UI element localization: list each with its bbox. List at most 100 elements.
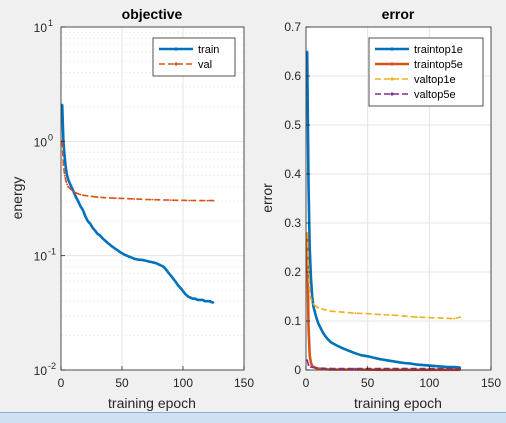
data-point-traintop1e [307, 182, 310, 185]
data-point-train [65, 167, 67, 170]
legend-marker-val [174, 62, 178, 66]
data-point-train [135, 258, 138, 261]
objective-axes-background [61, 27, 244, 370]
series-line-valtop1e [306, 232, 461, 320]
data-point-val [72, 190, 75, 193]
data-point-val [169, 199, 172, 202]
error-xtick-label: 150 [481, 376, 501, 390]
data-point-valtop1e [428, 316, 431, 319]
taskbar-strip [0, 412, 506, 423]
error-ytick-label: 0.4 [284, 167, 301, 181]
objective-axes-box [60, 26, 245, 371]
data-point-train [84, 215, 87, 218]
data-point-train [94, 229, 97, 232]
data-point-traintop1e [397, 361, 400, 364]
data-point-train [155, 262, 158, 265]
data-point-train [208, 300, 211, 303]
data-point-traintop1e [310, 276, 312, 278]
series-line-traintop1e [305, 51, 461, 369]
data-point-traintop1e [372, 356, 375, 359]
objective-ytick-label: 10 [34, 250, 48, 264]
data-point-val [194, 199, 197, 202]
legend-marker-valtop1e [390, 77, 394, 81]
data-point-train [66, 174, 68, 177]
data-point-traintop1e [409, 362, 412, 365]
data-point-traintop1e [312, 305, 315, 308]
data-point-valtop5e [306, 359, 309, 362]
error-series [305, 50, 462, 372]
data-point-train [128, 255, 131, 258]
data-point-val [176, 199, 178, 202]
data-point-train [174, 281, 177, 283]
data-point-val [188, 199, 191, 202]
data-point-train [165, 268, 167, 271]
data-point-valtop1e [366, 312, 369, 315]
data-point-valtop1e [453, 317, 455, 320]
data-point-train [104, 239, 106, 242]
data-point-traintop1e [422, 364, 425, 366]
error-ytick-label: 0 [294, 363, 301, 377]
objective-ytick-exponent: 0 [48, 132, 53, 142]
data-point-valtop1e [312, 303, 315, 305]
data-point-train [86, 220, 89, 223]
data-point-train [184, 293, 187, 296]
data-point-train [91, 227, 94, 229]
data-point-traintop5e [307, 325, 310, 327]
data-point-train [160, 264, 162, 267]
objective-legend: train val [152, 37, 236, 77]
data-point-valtop5e [403, 367, 406, 370]
data-point-train [140, 258, 143, 261]
data-point-train [143, 259, 145, 262]
error-xtick-label: 100 [419, 376, 439, 390]
data-point-train [123, 253, 126, 256]
data-point-train [157, 263, 160, 266]
data-point-valtop5e [459, 367, 462, 370]
data-point-valtop1e [308, 290, 311, 293]
legend-label-valtop5e: valtop5e [414, 89, 456, 101]
data-point-traintop1e [335, 344, 338, 347]
data-point-train [191, 297, 194, 300]
objective-xlabel: training epoch [108, 395, 196, 411]
data-point-traintop1e [308, 246, 311, 249]
data-point-train [77, 200, 79, 203]
data-point-valtop5e [379, 367, 381, 370]
data-point-val [157, 198, 160, 201]
data-point-valtop1e [403, 315, 406, 317]
data-point-val [84, 194, 87, 197]
data-point-train [145, 260, 148, 262]
data-point-traintop1e [315, 315, 317, 317]
data-point-val [206, 199, 209, 202]
data-point-valtop1e [317, 306, 320, 309]
data-point-train [201, 299, 204, 301]
data-point-train [167, 271, 170, 274]
data-point-traintop5e [311, 365, 314, 367]
series-line-val [61, 141, 214, 202]
data-point-val [212, 199, 215, 202]
data-point-traintop1e [453, 366, 455, 368]
objective-ytick-exponent: -1 [48, 247, 56, 257]
data-point-traintop5e [310, 361, 312, 364]
data-point-val [133, 198, 136, 200]
data-point-val [115, 197, 117, 200]
data-point-traintop1e [319, 327, 322, 330]
data-point-train [196, 299, 199, 301]
legend-marker-train [174, 47, 178, 51]
error-xlabel: training epoch [354, 395, 442, 411]
error-ytick-label: 0.6 [284, 69, 301, 83]
data-point-train [199, 299, 202, 301]
data-point-traintop1e [403, 362, 406, 364]
data-point-train [116, 249, 118, 251]
error-ticks: 0 50 100 150 0 0.1 0.2 0.3 0.4 0.5 0.6 0.7 [284, 20, 501, 390]
data-point-val [163, 199, 166, 201]
data-point-train [194, 297, 197, 300]
data-point-train [74, 195, 77, 198]
data-point-train [108, 243, 111, 246]
objective-xtick-label: 50 [115, 376, 129, 390]
data-point-train [206, 300, 209, 303]
objective-xtick-label: 150 [234, 376, 254, 390]
data-point-train [150, 261, 153, 263]
objective-legend-box [152, 37, 236, 77]
data-point-train [63, 156, 66, 159]
objective-title: objective [122, 6, 183, 22]
data-point-train [101, 237, 104, 240]
